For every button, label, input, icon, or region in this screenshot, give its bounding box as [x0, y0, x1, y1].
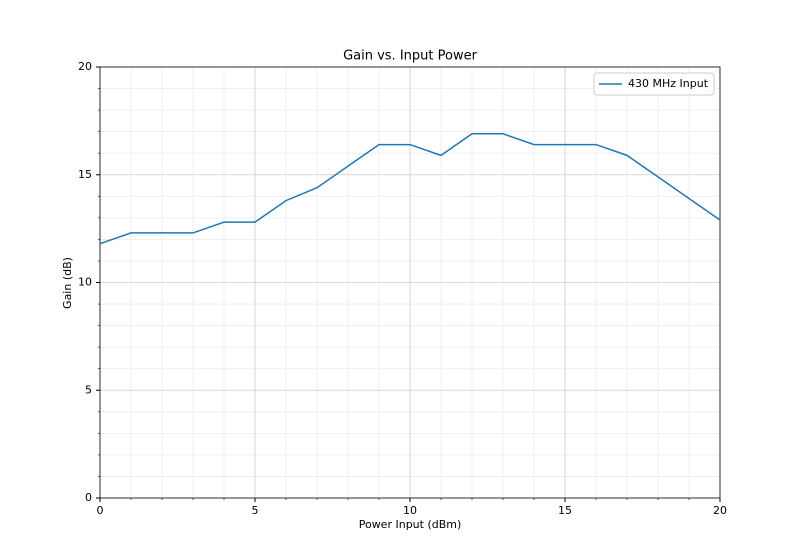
- y-tick-label: 20: [78, 60, 92, 73]
- line: [99, 133, 721, 245]
- x-tick-label: 0: [97, 504, 104, 517]
- y-tick-label: 10: [78, 276, 92, 289]
- y-tick-label: 5: [85, 383, 92, 396]
- plot-frame: [99, 66, 721, 499]
- x-axis-label: Power Input (dBm): [359, 518, 462, 531]
- y-tick-label: 15: [78, 168, 92, 181]
- legend-box: [593, 72, 715, 96]
- y-axis-label: Gain (dB): [61, 257, 74, 309]
- chart-title: Gain vs. Input Power: [343, 49, 478, 64]
- x-tick-label: 15: [558, 504, 572, 517]
- x-tick-label: 10: [403, 504, 417, 517]
- legend-label: 430 MHz Input: [628, 77, 709, 90]
- x-tick-label: 5: [252, 504, 259, 517]
- x-tick-label: 20: [713, 504, 727, 517]
- y-tick-label: 0: [85, 491, 92, 504]
